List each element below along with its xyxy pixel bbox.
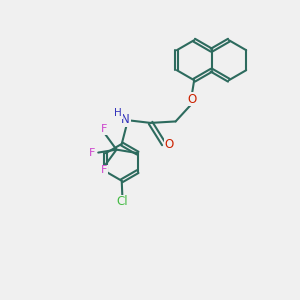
Text: O: O (187, 93, 196, 106)
Text: F: F (100, 165, 107, 175)
Text: O: O (164, 138, 174, 151)
Text: Cl: Cl (116, 196, 128, 208)
Text: N: N (121, 113, 130, 127)
Text: F: F (88, 148, 95, 158)
Text: H: H (114, 108, 122, 118)
Text: F: F (100, 124, 107, 134)
